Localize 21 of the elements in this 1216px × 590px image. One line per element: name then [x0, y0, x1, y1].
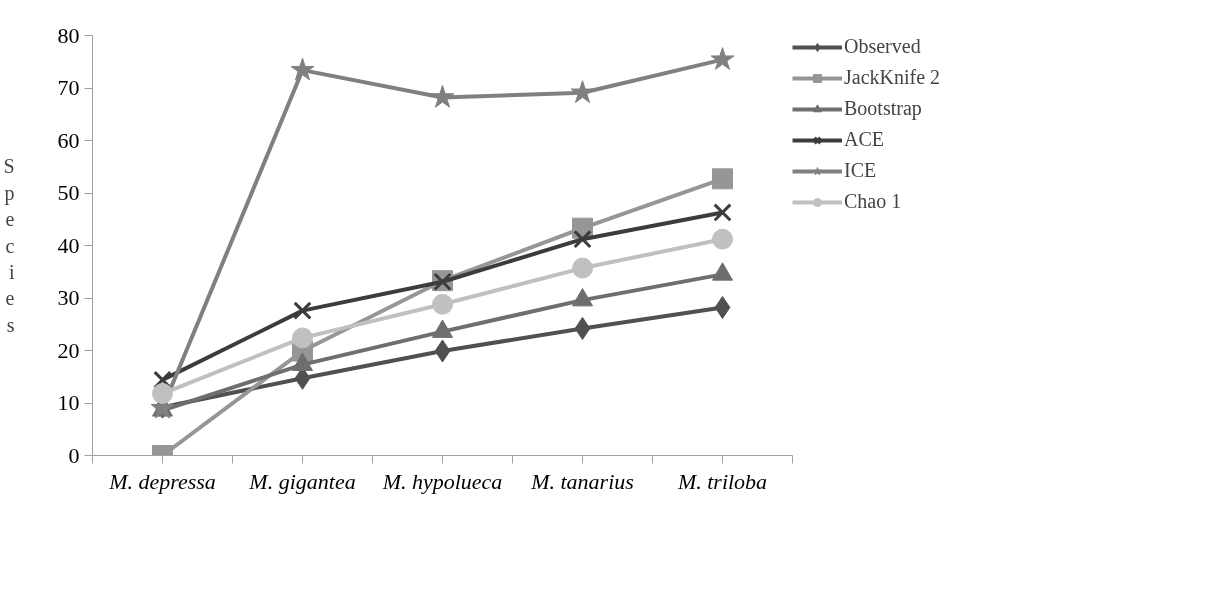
- x-tick-label: M. gigantea: [248, 468, 356, 494]
- y-tick-label: 60: [57, 127, 80, 153]
- y-tick-label: 40: [57, 232, 80, 258]
- y-tick-label: 50: [57, 180, 80, 205]
- x-tick-label: M. depressa: [108, 468, 216, 494]
- x-tick-label: M. triloba: [676, 468, 768, 494]
- y-tick-label: 80: [57, 22, 80, 48]
- x-tick-label: M. tanarius: [530, 468, 634, 494]
- legend-label: Chao 1: [844, 190, 902, 213]
- legend-label: JackKnife 2: [844, 66, 941, 89]
- legend-label: Bootstrap: [844, 97, 922, 120]
- y-tick-label: 10: [57, 390, 80, 415]
- legend-label: ICE: [844, 159, 877, 182]
- legend-label: Observed: [844, 35, 921, 58]
- x-tick-label: M. hypolueca: [381, 468, 503, 494]
- legend-label: ACE: [844, 128, 884, 151]
- y-tick-label: 20: [57, 337, 80, 363]
- y-tick-label: 30: [57, 285, 80, 310]
- y-axis-title: Species: [3, 155, 15, 336]
- y-tick-label: 70: [57, 75, 80, 100]
- y-tick-label: 0: [68, 442, 80, 468]
